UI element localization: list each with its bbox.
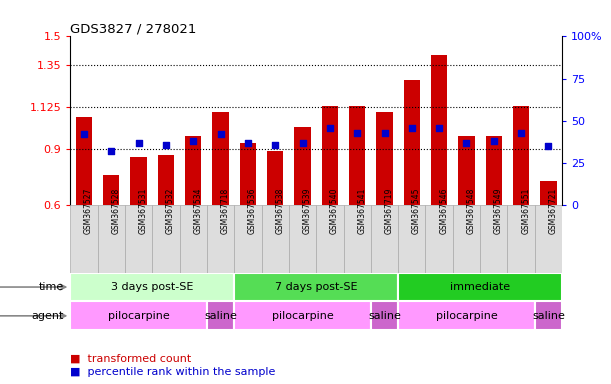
Text: 7 days post-SE: 7 days post-SE	[275, 282, 357, 292]
Text: GSM367539: GSM367539	[302, 187, 312, 234]
Text: immediate: immediate	[450, 282, 510, 292]
Bar	[425, 205, 453, 273]
Point	[325, 125, 335, 131]
Text: pilocarpine: pilocarpine	[436, 311, 497, 321]
Text: GSM367531: GSM367531	[139, 188, 148, 234]
Text: GSM367536: GSM367536	[248, 187, 257, 234]
Bar	[540, 181, 557, 205]
Bar	[125, 205, 152, 273]
Bar	[240, 144, 256, 205]
Point	[298, 140, 307, 146]
Bar	[458, 136, 475, 205]
Text: agent: agent	[32, 311, 64, 321]
Bar	[207, 205, 234, 273]
Bar	[371, 205, 398, 273]
Text: ■  percentile rank within the sample: ■ percentile rank within the sample	[70, 367, 276, 377]
Bar	[234, 205, 262, 273]
Bar	[185, 136, 202, 205]
Bar	[480, 205, 508, 273]
Bar	[70, 273, 234, 301]
Bar	[213, 112, 229, 205]
Bar	[486, 136, 502, 205]
Bar	[70, 205, 98, 273]
Bar	[371, 301, 398, 330]
Point	[544, 143, 554, 149]
Bar	[398, 205, 425, 273]
Point	[353, 130, 362, 136]
Text: GSM367551: GSM367551	[521, 188, 530, 234]
Bar	[404, 79, 420, 205]
Text: saline: saline	[368, 311, 401, 321]
Bar	[180, 205, 207, 273]
Text: pilocarpine: pilocarpine	[272, 311, 334, 321]
Point	[161, 142, 171, 148]
Bar	[431, 55, 447, 205]
Bar	[535, 301, 562, 330]
Bar	[535, 205, 562, 273]
Point	[79, 131, 89, 137]
Bar	[76, 117, 92, 205]
Bar	[262, 205, 289, 273]
Bar	[349, 106, 365, 205]
Bar	[513, 106, 529, 205]
Point	[270, 142, 280, 148]
Text: GSM367527: GSM367527	[84, 188, 93, 234]
Bar	[398, 273, 562, 301]
Text: 3 days post-SE: 3 days post-SE	[111, 282, 194, 292]
Bar	[376, 112, 393, 205]
Bar	[343, 205, 371, 273]
Text: ■  transformed count: ■ transformed count	[70, 354, 191, 364]
Point	[243, 140, 253, 146]
Text: GSM367549: GSM367549	[494, 187, 503, 234]
Text: GSM367528: GSM367528	[111, 188, 120, 234]
Text: pilocarpine: pilocarpine	[108, 311, 169, 321]
Bar	[508, 205, 535, 273]
Bar	[321, 106, 338, 205]
Point	[379, 130, 389, 136]
Bar	[130, 157, 147, 205]
Bar	[267, 151, 284, 205]
Text: GDS3827 / 278021: GDS3827 / 278021	[70, 22, 197, 35]
Bar	[98, 205, 125, 273]
Text: GSM367538: GSM367538	[275, 188, 284, 234]
Text: saline: saline	[532, 311, 565, 321]
Point	[434, 125, 444, 131]
Text: GSM367545: GSM367545	[412, 187, 421, 234]
Point	[216, 131, 225, 137]
Bar	[289, 205, 316, 273]
Text: GSM367546: GSM367546	[439, 187, 448, 234]
Bar	[316, 205, 343, 273]
Text: GSM367534: GSM367534	[193, 187, 202, 234]
Point	[134, 140, 144, 146]
Point	[516, 130, 526, 136]
Text: GSM367540: GSM367540	[330, 187, 339, 234]
Bar	[158, 155, 174, 205]
Text: GSM367721: GSM367721	[549, 188, 557, 234]
Bar	[70, 301, 207, 330]
Text: GSM367548: GSM367548	[466, 188, 475, 234]
Point	[188, 138, 198, 144]
Point	[106, 148, 116, 154]
Text: GSM367532: GSM367532	[166, 188, 175, 234]
Bar	[398, 301, 535, 330]
Bar	[103, 175, 120, 205]
Bar	[234, 301, 371, 330]
Point	[407, 125, 417, 131]
Bar	[152, 205, 180, 273]
Bar	[207, 301, 234, 330]
Text: time: time	[39, 282, 64, 292]
Point	[489, 138, 499, 144]
Bar	[453, 205, 480, 273]
Text: GSM367719: GSM367719	[384, 188, 393, 234]
Bar	[234, 273, 398, 301]
Text: GSM367541: GSM367541	[357, 188, 366, 234]
Bar	[295, 127, 311, 205]
Point	[461, 140, 471, 146]
Text: GSM367718: GSM367718	[221, 188, 230, 234]
Text: saline: saline	[204, 311, 237, 321]
